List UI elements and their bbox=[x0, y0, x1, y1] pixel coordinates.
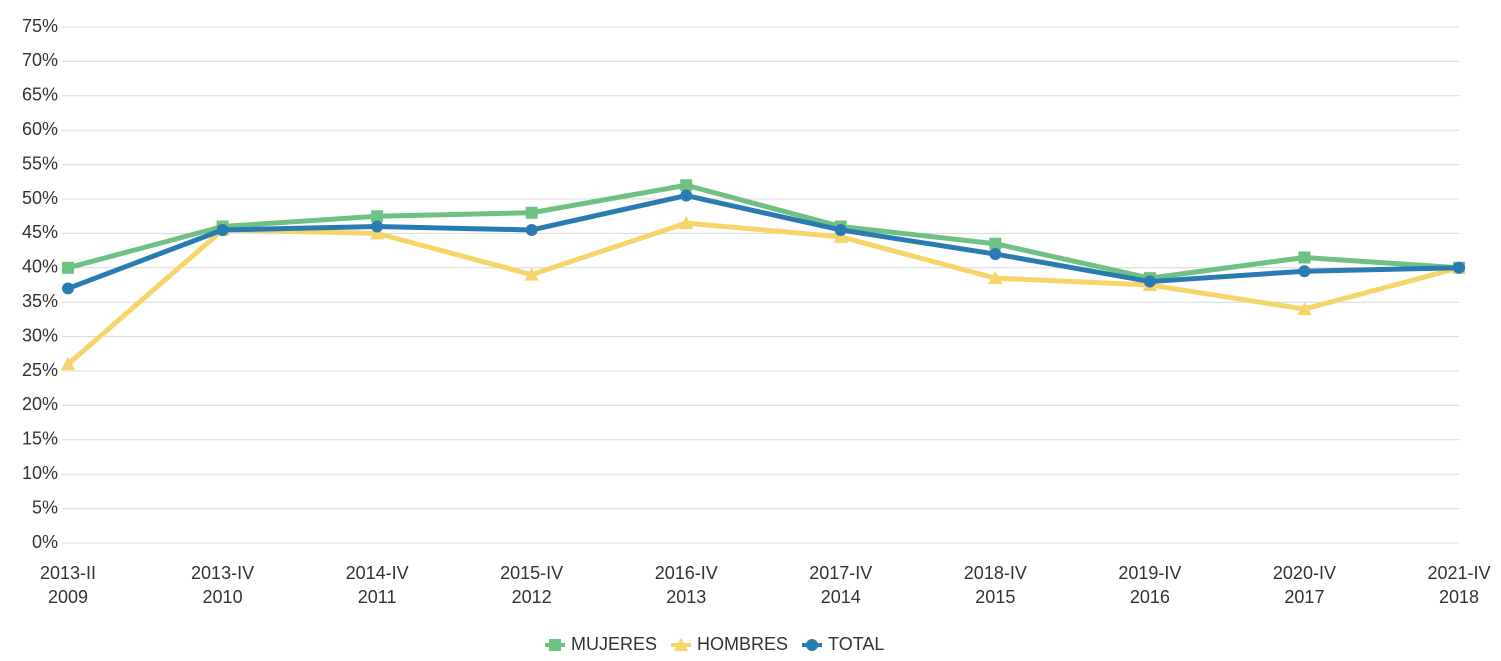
marker bbox=[62, 261, 74, 274]
y-tick-label: 65% bbox=[22, 85, 58, 105]
y-tick-label: 0% bbox=[32, 532, 58, 552]
marker bbox=[834, 223, 847, 236]
x-tick-label: 2009 bbox=[48, 587, 88, 607]
marker bbox=[673, 637, 689, 651]
x-tick-label: 2011 bbox=[358, 587, 397, 607]
marker bbox=[806, 639, 819, 651]
marker bbox=[680, 189, 693, 202]
marker bbox=[549, 639, 561, 651]
y-tick-label: 35% bbox=[22, 291, 58, 311]
marker bbox=[371, 210, 384, 223]
x-tick-label: 2018-IV bbox=[964, 563, 1027, 583]
x-tick-label: 2016-IV bbox=[655, 563, 718, 583]
marker bbox=[988, 270, 1003, 285]
marker bbox=[1298, 251, 1311, 264]
series-line bbox=[66, 220, 1460, 367]
marker bbox=[1143, 275, 1156, 288]
y-tick-label: 15% bbox=[22, 429, 58, 449]
y-tick-label: 75% bbox=[22, 16, 58, 36]
marker bbox=[989, 248, 1002, 261]
marker bbox=[62, 282, 74, 295]
x-tick-label: 2010 bbox=[203, 587, 243, 607]
marker bbox=[369, 226, 385, 240]
marker bbox=[216, 223, 229, 236]
legend-label: HOMBRES bbox=[697, 634, 788, 654]
x-tick-label: 2017 bbox=[1284, 587, 1324, 607]
y-tick-label: 45% bbox=[22, 222, 58, 242]
x-tick-label: 2020-IV bbox=[1273, 563, 1336, 583]
y-tick-label: 70% bbox=[22, 50, 58, 70]
y-tick-label: 55% bbox=[22, 153, 58, 173]
marker bbox=[679, 215, 694, 230]
series-line bbox=[67, 193, 1460, 291]
x-tick-label: 2021-IV bbox=[1427, 563, 1490, 583]
x-tick-label: 2013 bbox=[666, 587, 706, 607]
legend-label: MUJERES bbox=[571, 634, 657, 654]
y-tick-label: 20% bbox=[22, 394, 58, 414]
y-tick-label: 25% bbox=[22, 360, 58, 380]
x-tick-label: 2012 bbox=[512, 587, 552, 607]
marker bbox=[680, 179, 693, 192]
x-tick-label: 2016 bbox=[1130, 587, 1170, 607]
y-tick-label: 5% bbox=[32, 497, 58, 517]
marker bbox=[1298, 265, 1311, 278]
y-tick-label: 60% bbox=[22, 119, 58, 139]
marker bbox=[1297, 301, 1312, 316]
marker bbox=[371, 220, 384, 233]
marker bbox=[1453, 261, 1465, 274]
marker bbox=[989, 237, 1002, 250]
x-tick-label: 2014-IV bbox=[346, 563, 409, 583]
x-tick-label: 2015-IV bbox=[500, 563, 563, 583]
x-tick-label: 2013-II bbox=[40, 563, 96, 583]
series-line bbox=[67, 182, 1460, 281]
y-tick-label: 30% bbox=[22, 325, 58, 345]
x-tick-label: 2013-IV bbox=[191, 563, 254, 583]
y-tick-label: 10% bbox=[22, 463, 58, 483]
marker bbox=[524, 267, 539, 281]
x-tick-label: 2019-IV bbox=[1118, 563, 1181, 583]
marker bbox=[525, 223, 538, 236]
x-tick-label: 2014 bbox=[821, 587, 861, 607]
marker bbox=[525, 206, 538, 219]
x-tick-label: 2015 bbox=[975, 587, 1015, 607]
x-tick-label: 2018 bbox=[1439, 587, 1479, 607]
legend-label: TOTAL bbox=[828, 634, 884, 654]
y-tick-label: 50% bbox=[22, 188, 58, 208]
marker bbox=[60, 356, 76, 371]
y-tick-label: 40% bbox=[22, 257, 58, 277]
marker bbox=[833, 229, 848, 243]
x-tick-label: 2017-IV bbox=[809, 563, 872, 583]
